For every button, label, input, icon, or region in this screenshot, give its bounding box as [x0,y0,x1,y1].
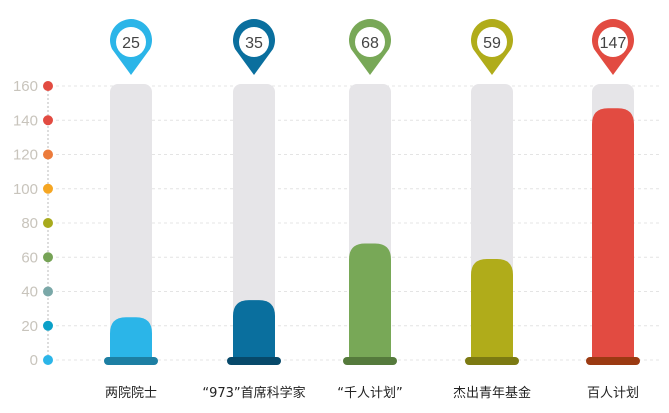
value-pin-inner [116,27,146,57]
y-tick-label: 120 [13,147,38,164]
y-tick-label: 140 [13,112,38,129]
bar-base [343,357,397,365]
bar-track [110,84,152,360]
y-tick-label: 0 [30,352,38,369]
bar-base [465,357,519,365]
bar [471,258,513,360]
category-label: 百人计划 [587,386,639,401]
bar [233,300,275,360]
category-label: “973”首席科学家 [202,385,305,401]
category-label: 杰出青年基金 [453,385,531,401]
category-label: “千人计划” [337,386,402,401]
value-label: 25 [122,35,140,52]
y-tick-label: 20 [21,318,38,335]
y-tick-dot [43,115,53,126]
y-tick-dot [43,149,53,160]
y-tick-dot [43,355,53,365]
bar-track [233,84,275,360]
value-label: 68 [361,35,379,52]
value-pin-inner [598,27,628,57]
value-pin-inner [355,27,385,57]
y-tick-dot [43,81,53,91]
bar [110,317,152,360]
bar-base [586,357,640,365]
value-pin-inner [239,27,269,57]
y-tick-label: 40 [21,284,38,301]
y-tick-dot [43,286,53,297]
value-pin-inner [477,27,507,57]
bar [349,243,391,360]
category-label: 两院院士 [105,386,157,401]
value-label: 147 [600,35,627,52]
y-tick-dot [43,183,53,194]
y-tick-label: 100 [13,181,38,198]
y-tick-dot [43,320,53,331]
bar-base [104,357,158,365]
y-tick-dot [43,252,53,263]
y-tick-label: 80 [21,215,38,232]
value-label: 59 [483,35,501,52]
value-label: 35 [245,35,263,52]
y-tick-label: 60 [21,249,38,266]
bar-base [227,357,281,365]
y-tick-dot [43,218,53,228]
y-tick-label: 160 [13,78,38,95]
bar [592,108,634,360]
